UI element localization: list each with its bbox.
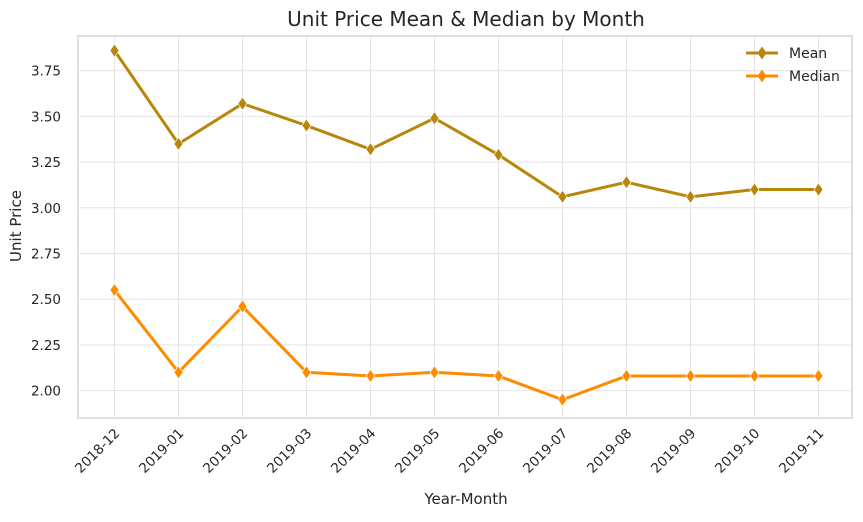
plot-area — [77, 35, 853, 419]
series-layer — [109, 43, 824, 407]
x-tick-label: 2019-07 — [520, 426, 571, 477]
x-axis-ticks: 2018-12 2019-01 2019-02 2019-03 2019-04 2019-… — [72, 426, 827, 477]
median-point — [109, 283, 120, 298]
y-tick-label: 3.00 — [31, 201, 61, 217]
median-point — [237, 299, 248, 314]
x-tick-label: 2019-08 — [584, 426, 635, 477]
mean-point — [557, 189, 568, 204]
x-tick-label: 2019-06 — [456, 426, 507, 477]
y-tick-label: 3.75 — [31, 64, 61, 80]
y-tick-label: 2.25 — [31, 338, 61, 354]
y-tick-label: 2.75 — [31, 247, 61, 263]
mean-series-line — [113, 49, 820, 199]
mean-point — [237, 96, 248, 111]
median-point — [173, 365, 184, 380]
median-point — [685, 368, 696, 383]
chart-title: Unit Price Mean & Median by Month — [287, 7, 645, 31]
x-tick-label: 2019-09 — [648, 426, 699, 477]
mean-point — [493, 147, 504, 162]
mean-point — [301, 118, 312, 133]
x-tick-label: 2018-12 — [72, 426, 123, 477]
mean-point — [109, 43, 120, 58]
legend: Mean Median — [746, 46, 840, 85]
median-point — [557, 392, 568, 407]
y-axis-ticks: 2.00 2.25 2.50 2.75 3.00 3.25 3.50 3.75 — [31, 64, 61, 400]
x-axis-label: Year-Month — [423, 490, 507, 508]
median-legend-label: Median — [789, 69, 840, 85]
x-tick-label: 2019-02 — [200, 426, 251, 477]
x-tick-label: 2019-11 — [776, 426, 827, 477]
y-tick-label: 2.00 — [31, 384, 61, 400]
x-tick-label: 2019-04 — [328, 426, 379, 477]
median-point — [621, 368, 632, 383]
median-point — [749, 368, 760, 383]
grid-lines — [78, 36, 852, 418]
median-point — [493, 368, 504, 383]
mean-point — [813, 182, 824, 197]
mean-legend-label: Mean — [789, 46, 827, 62]
y-tick-label: 2.50 — [31, 292, 61, 308]
mean-point — [173, 136, 184, 151]
median-series-line — [113, 288, 820, 402]
y-axis-label: Unit Price — [7, 190, 25, 262]
mean-point — [749, 182, 760, 197]
mean-point — [621, 175, 632, 190]
x-tick-label: 2019-10 — [712, 426, 763, 477]
median-point — [365, 368, 376, 383]
mean-point — [429, 111, 440, 126]
x-tick-label: 2019-03 — [264, 426, 315, 477]
mean-legend-marker — [757, 46, 767, 60]
median-point — [429, 365, 440, 380]
mean-point — [685, 189, 696, 204]
x-tick-label: 2019-01 — [136, 426, 187, 477]
median-point — [301, 365, 312, 380]
x-tick-label: 2019-05 — [392, 426, 443, 477]
median-legend-marker — [757, 69, 767, 83]
y-tick-label: 3.50 — [31, 109, 61, 125]
mean-point — [365, 142, 376, 157]
y-tick-label: 3.25 — [31, 155, 61, 171]
median-point — [813, 368, 824, 383]
